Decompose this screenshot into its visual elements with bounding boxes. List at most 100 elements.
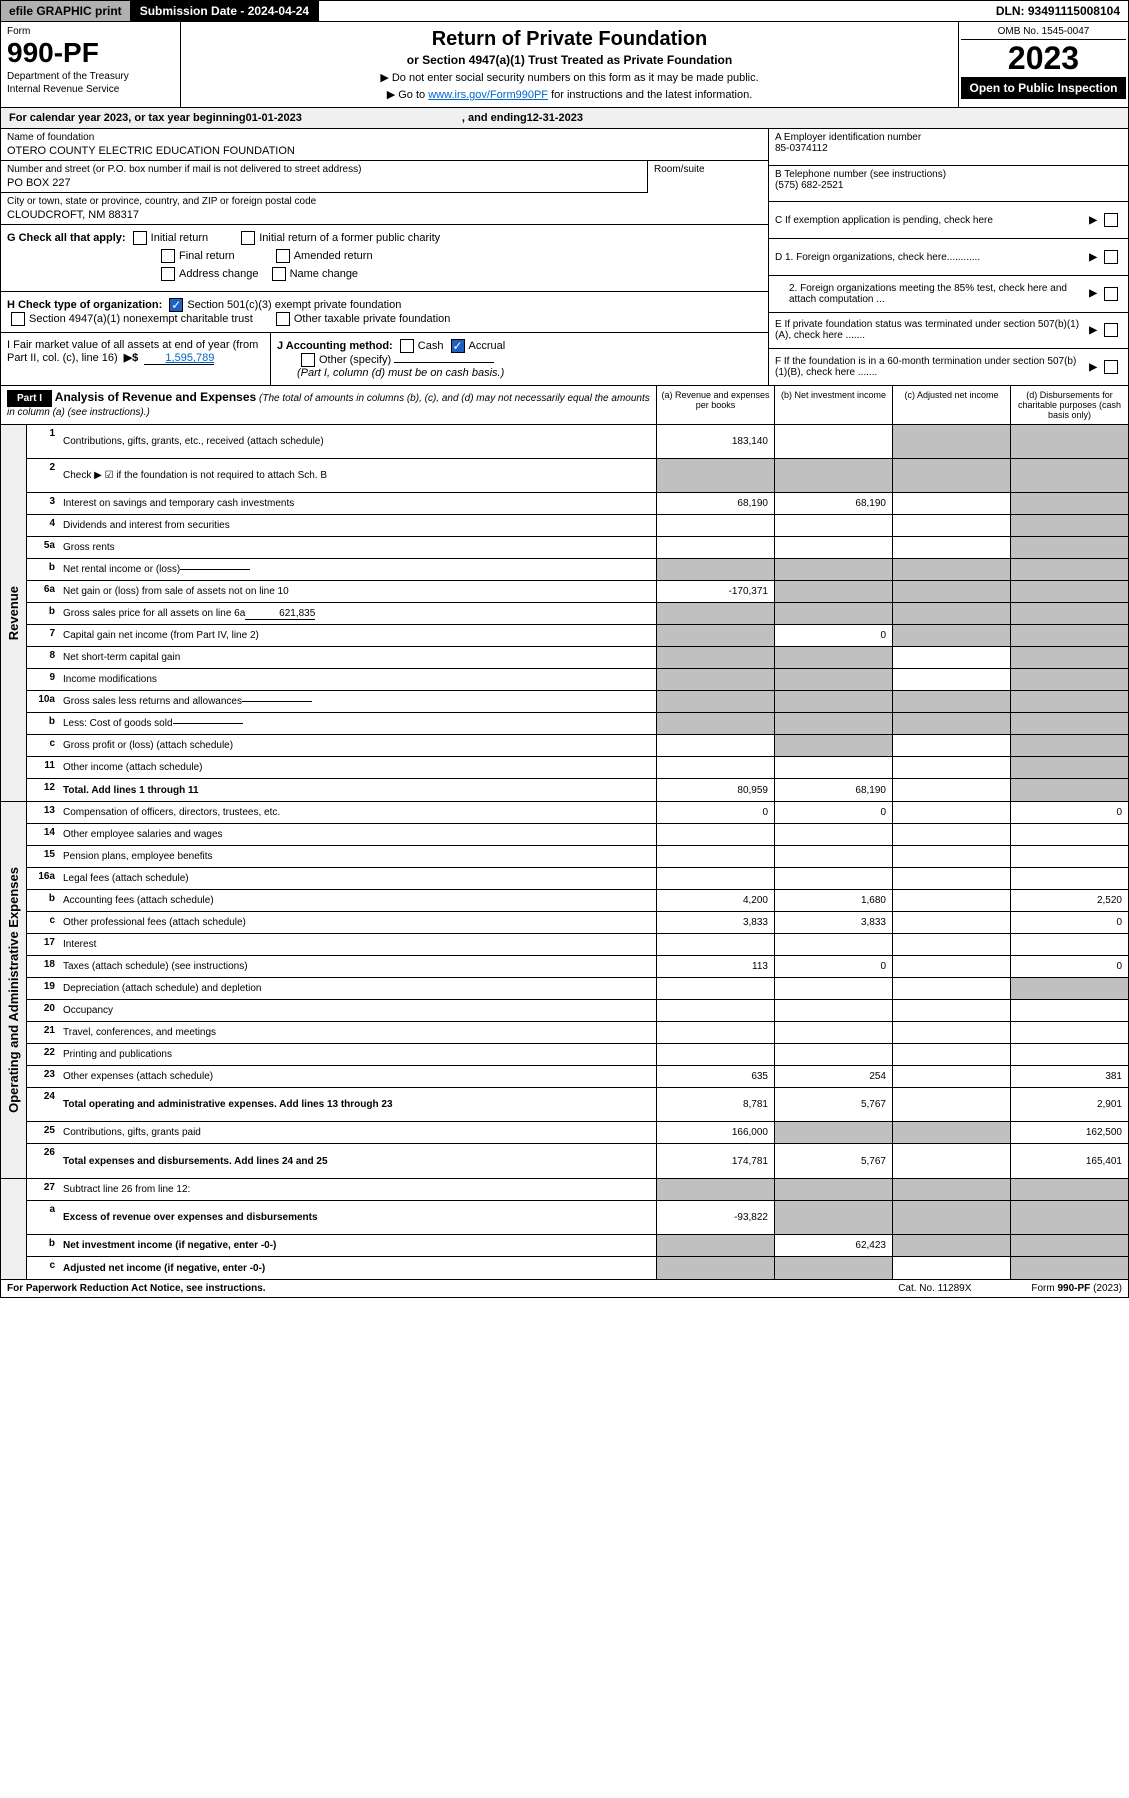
line-desc: Net short-term capital gain [59,647,656,668]
j-label: J Accounting method: [277,340,393,352]
col-d [1010,978,1128,999]
line-18: 18Taxes (attach schedule) (see instructi… [27,956,1128,978]
phone-cell: B Telephone number (see instructions) (5… [769,166,1128,203]
submission-date: Submission Date - 2024-04-24 [130,1,319,21]
expenses-side-label: Operating and Administrative Expenses [1,802,27,1178]
line-9: 9Income modifications [27,669,1128,691]
j-note: (Part I, column (d) must be on cash basi… [297,367,762,379]
part1-title: Analysis of Revenue and Expenses [55,390,256,404]
i-value[interactable]: 1,595,789 [144,352,214,365]
line-num: 19 [27,978,59,999]
col-d [1010,459,1128,492]
col-b: 0 [774,956,892,977]
col-c [892,1044,1010,1065]
open-inspection: Open to Public Inspection [961,77,1126,99]
d1-checkbox[interactable] [1104,250,1118,264]
col-c [892,1088,1010,1121]
col-c [892,1201,1010,1234]
h-check-row: H Check type of organization: Section 50… [1,291,768,332]
line-num: 7 [27,625,59,646]
efile-label[interactable]: efile GRAPHIC print [1,1,130,21]
c-checkbox[interactable] [1104,213,1118,227]
col-d [1010,1000,1128,1021]
line-desc: Excess of revenue over expenses and disb… [59,1201,656,1234]
name-change-checkbox[interactable] [272,267,286,281]
col-c [892,978,1010,999]
line-desc: Income modifications [59,669,656,690]
col-d [1010,691,1128,712]
col-d [1010,669,1128,690]
line-desc: Contributions, gifts, grants, etc., rece… [59,425,656,458]
cash-checkbox[interactable] [400,339,414,353]
col-d: 381 [1010,1066,1128,1087]
line-b: bNet rental income or (loss) [27,559,1128,581]
col-b [774,846,892,867]
initial-former-checkbox[interactable] [241,231,255,245]
line-num: 23 [27,1066,59,1087]
initial-return-checkbox[interactable] [133,231,147,245]
col-b [774,1122,892,1143]
line-13: 13Compensation of officers, directors, t… [27,802,1128,824]
col-c [892,1022,1010,1043]
col-c [892,1000,1010,1021]
col-b [774,757,892,778]
line-2: 2Check ▶ ☑ if the foundation is not requ… [27,459,1128,493]
col-b [774,669,892,690]
col-d [1010,735,1128,756]
line-desc: Gross profit or (loss) (attach schedule) [59,735,656,756]
instr2-post: for instructions and the latest informat… [548,89,752,101]
room-cell: Room/suite [648,161,768,193]
col-b [774,713,892,734]
e-label: E If private foundation status was termi… [775,319,1086,341]
col-a: 0 [656,802,774,823]
line-c: cGross profit or (loss) (attach schedule… [27,735,1128,757]
address-change-checkbox[interactable] [161,267,175,281]
part1-header-row: Part I Analysis of Revenue and Expenses … [0,386,1129,425]
501c3-checkbox[interactable] [169,298,183,312]
form990pf-link[interactable]: www.irs.gov/Form990PF [428,89,548,101]
col-a [656,1000,774,1021]
d1-label: D 1. Foreign organizations, check here..… [775,252,1086,263]
col-c [892,890,1010,911]
col-a [656,978,774,999]
line-num: 5a [27,537,59,558]
d2-checkbox[interactable] [1104,287,1118,301]
other-taxable-checkbox[interactable] [276,312,290,326]
col-b: 5,767 [774,1088,892,1121]
accrual-checkbox[interactable] [451,339,465,353]
col-a: 4,200 [656,890,774,911]
col-a [656,846,774,867]
e-checkbox[interactable] [1104,323,1118,337]
c-item: C If exemption application is pending, c… [769,202,1128,239]
final-return-checkbox[interactable] [161,249,175,263]
expenses-section: Operating and Administrative Expenses 13… [0,802,1129,1179]
col-d [1010,647,1128,668]
line-num: 13 [27,802,59,823]
instr-1: ▶ Do not enter social security numbers o… [191,71,948,84]
i-cell: I Fair market value of all assets at end… [1,333,271,385]
bottom-side-spacer [1,1179,27,1279]
col-a: 183,140 [656,425,774,458]
revenue-body: 1Contributions, gifts, grants, etc., rec… [27,425,1128,801]
other-method-checkbox[interactable] [301,353,315,367]
line-desc: Other income (attach schedule) [59,757,656,778]
line-4: 4Dividends and interest from securities [27,515,1128,537]
amended-return-checkbox[interactable] [276,249,290,263]
col-c [892,581,1010,602]
line-num: 2 [27,459,59,492]
line-desc: Other professional fees (attach schedule… [59,912,656,933]
col-d [1010,559,1128,580]
col-d [1010,537,1128,558]
4947-checkbox[interactable] [11,312,25,326]
line-desc: Other expenses (attach schedule) [59,1066,656,1087]
form-number: 990-PF [7,37,174,69]
line-desc: Gross sales price for all assets on line… [59,603,656,624]
col-d [1010,493,1128,514]
dept-treasury: Department of the Treasury [7,71,174,82]
f-item: F If the foundation is in a 60-month ter… [769,349,1128,385]
col-c [892,1235,1010,1256]
f-checkbox[interactable] [1104,360,1118,374]
entity-info-left: Name of foundation OTERO COUNTY ELECTRIC… [1,129,768,385]
bottom-section: 27Subtract line 26 from line 12:aExcess … [0,1179,1129,1280]
j-other: Other (specify) [319,354,391,366]
